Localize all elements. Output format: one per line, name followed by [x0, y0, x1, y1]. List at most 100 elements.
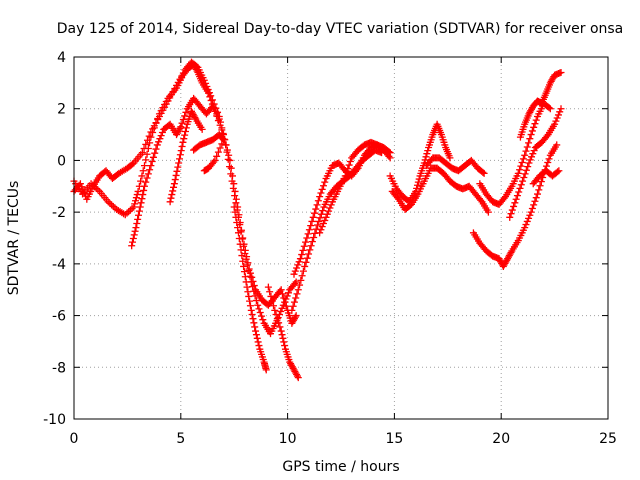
data-point-interp — [133, 220, 141, 228]
x-tick-label: 0 — [70, 431, 79, 447]
data-point-interp — [311, 209, 319, 217]
data-point — [200, 76, 208, 84]
data-point — [301, 262, 309, 270]
data-point — [138, 149, 146, 157]
data-point-interp — [532, 194, 540, 202]
data-point-interp — [223, 148, 231, 156]
data-point-interp — [231, 208, 239, 216]
data-point — [228, 177, 236, 185]
data-point-interp — [526, 156, 534, 164]
data-point-interp — [532, 116, 540, 124]
data-point-interp — [520, 173, 528, 181]
plot-frame — [73, 56, 609, 420]
data-point-interp — [148, 157, 156, 165]
data-point-interp — [545, 155, 553, 163]
x-tick-label: 25 — [599, 431, 617, 447]
data-point — [230, 203, 238, 211]
data-points — [70, 58, 565, 382]
data-point-interp — [423, 150, 431, 158]
data-point-interp — [139, 167, 147, 175]
data-point-interp — [323, 210, 331, 218]
data-point — [234, 229, 242, 237]
y-axis-label: SDTVAR / TECUs — [6, 181, 22, 296]
data-point-interp — [294, 261, 302, 269]
data-point-interp — [522, 221, 530, 229]
data-point-interp — [343, 168, 351, 176]
data-point-interp — [171, 176, 179, 184]
data-point-interp — [240, 268, 248, 276]
data-point-interp — [135, 211, 143, 219]
data-point-interp — [130, 231, 138, 239]
data-point-interp — [156, 135, 164, 143]
data-point-interp — [177, 147, 185, 155]
data-point-interp — [554, 168, 562, 176]
data-point-interp — [224, 155, 232, 163]
data-point-interp — [414, 178, 422, 186]
data-point-interp — [317, 189, 325, 197]
data-point-interp — [521, 170, 529, 178]
data-point-interp — [140, 145, 148, 153]
data-point-interp — [299, 246, 307, 254]
data-point-interp — [300, 242, 308, 250]
data-point-interp — [295, 258, 303, 266]
x-tick-label: 15 — [385, 431, 403, 447]
data-point-interp — [236, 240, 244, 248]
data-point-interp — [213, 152, 221, 160]
data-point — [198, 125, 206, 133]
data-point — [309, 213, 317, 221]
data-point-interp — [276, 323, 284, 331]
data-point-interp — [158, 129, 166, 137]
data-point-interp — [526, 135, 534, 143]
data-point-interp — [298, 272, 306, 280]
data-point-interp — [169, 187, 177, 195]
data-point-interp — [168, 191, 176, 199]
data-point-interp — [234, 224, 242, 232]
data-point-interp — [553, 114, 561, 122]
data-point-interp — [268, 297, 276, 305]
data-point-interp — [282, 302, 290, 310]
axis-ticks — [73, 56, 609, 420]
data-point-interp — [297, 276, 305, 284]
data-point — [521, 224, 529, 232]
data-point-interp — [507, 210, 515, 218]
data-point — [512, 195, 520, 203]
data-point-interp — [252, 331, 260, 339]
y-tick-label: -2 — [52, 205, 66, 221]
data-point — [177, 123, 185, 131]
data-point-interp — [312, 205, 320, 213]
data-point — [294, 286, 302, 294]
data-point-interp — [525, 139, 533, 147]
data-point-interp — [531, 197, 539, 205]
data-point-interp — [144, 170, 152, 178]
data-point-interp — [530, 123, 538, 131]
data-point — [132, 224, 140, 232]
data-point-interp — [191, 114, 199, 122]
data-point-interp — [229, 184, 237, 192]
data-point-interp — [523, 217, 531, 225]
data-point — [136, 203, 144, 211]
data-point-interp — [321, 178, 329, 186]
data-point-interp — [176, 151, 184, 159]
data-point-interp — [246, 302, 254, 310]
data-point-interp — [304, 230, 312, 238]
data-point-interp — [232, 199, 240, 207]
data-point-interp — [170, 183, 178, 191]
data-point-interp — [308, 238, 316, 246]
data-point-interp — [293, 372, 301, 380]
series-sat-m — [422, 154, 488, 177]
data-point-interp — [413, 181, 421, 189]
data-point — [546, 105, 554, 113]
data-point-interp — [523, 143, 531, 151]
series-sat-f — [166, 107, 206, 206]
data-point-interp — [259, 316, 267, 324]
data-point-interp — [244, 288, 252, 296]
data-point — [179, 138, 187, 146]
data-point-interp — [270, 302, 278, 310]
data-point-interp — [516, 166, 524, 174]
data-point-interp — [182, 108, 190, 116]
data-point-interp — [289, 302, 297, 310]
series-sat-n — [469, 141, 561, 270]
data-point — [446, 154, 454, 162]
data-point-interp — [218, 140, 226, 148]
